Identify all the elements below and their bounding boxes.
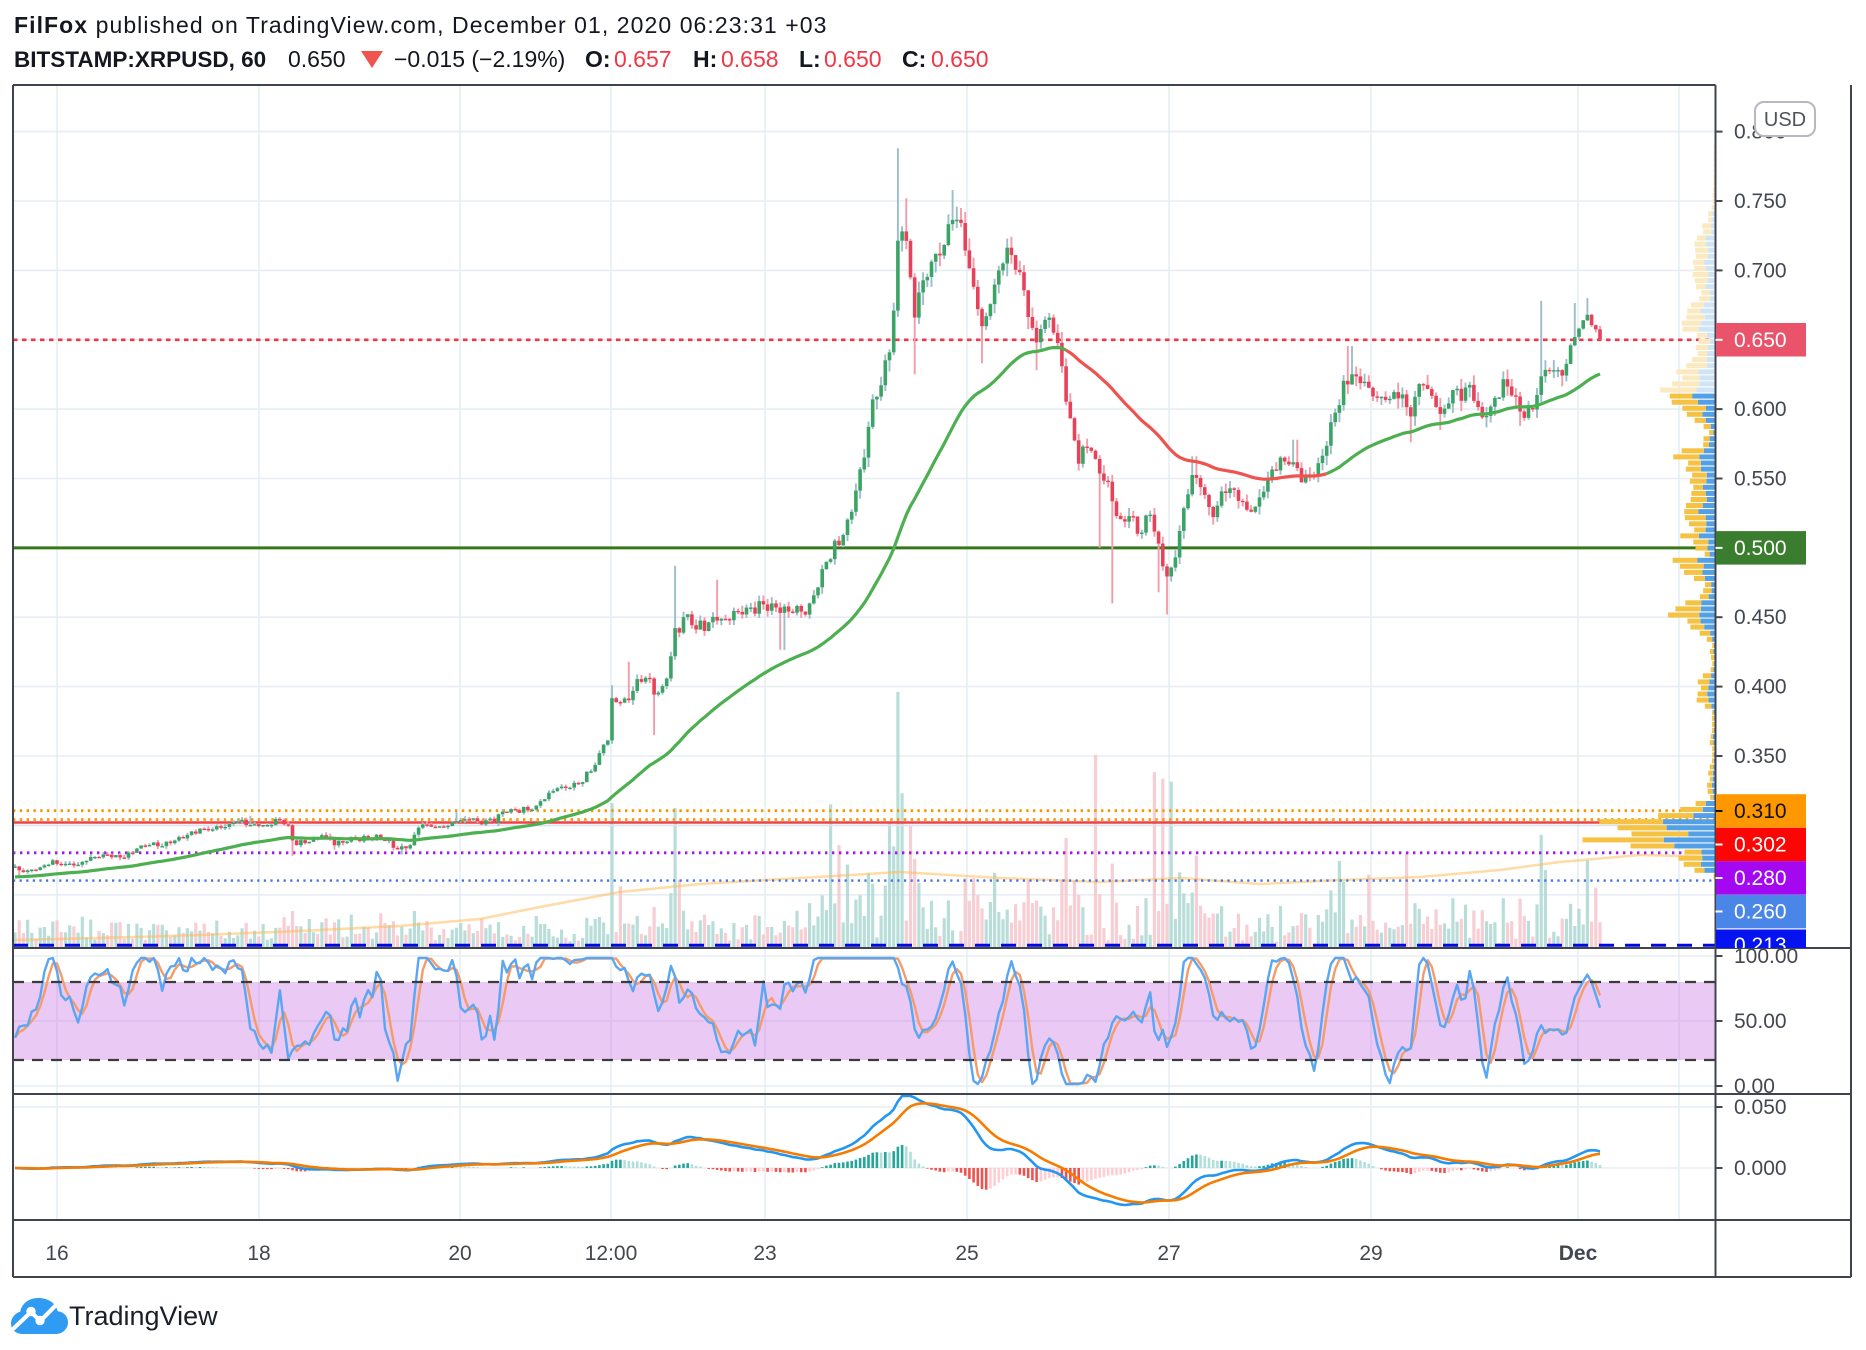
svg-text:0.450: 0.450 [1734,606,1787,629]
svg-text:C:: C: [902,46,926,72]
svg-text:27: 27 [1157,1242,1180,1265]
svg-text:FilFox published on TradingVie: FilFox published on TradingView.com, Dec… [14,12,827,38]
svg-text:TradingView: TradingView [69,1301,218,1331]
svg-text:0.650: 0.650 [288,46,346,72]
svg-text:16: 16 [45,1242,68,1265]
svg-text:12:00: 12:00 [585,1242,638,1265]
svg-text:−0.015 (−2.19%): −0.015 (−2.19%) [394,46,565,72]
svg-text:0.600: 0.600 [1734,398,1787,421]
svg-text:O:: O: [585,46,611,72]
svg-text:0.400: 0.400 [1734,676,1787,699]
svg-text:0.657: 0.657 [614,46,672,72]
svg-text:18: 18 [247,1242,270,1265]
svg-text:0.260: 0.260 [1734,901,1787,924]
svg-text:0.213: 0.213 [1734,934,1787,957]
svg-text:0.000: 0.000 [1734,1157,1787,1180]
svg-text:0.700: 0.700 [1734,259,1787,282]
svg-text:0.500: 0.500 [1734,537,1787,560]
svg-text:0.050: 0.050 [1734,1096,1787,1119]
svg-text:0.650: 0.650 [1734,329,1787,352]
svg-text:25: 25 [955,1242,978,1265]
svg-text:0.350: 0.350 [1734,745,1787,768]
svg-text:0.650: 0.650 [931,46,989,72]
svg-text:0.280: 0.280 [1734,867,1787,890]
svg-text:L:: L: [799,46,821,72]
svg-text:0.302: 0.302 [1734,834,1787,857]
svg-text:0.550: 0.550 [1734,468,1787,491]
svg-text:H:: H: [693,46,717,72]
svg-text:BITSTAMP:XRPUSD, 60: BITSTAMP:XRPUSD, 60 [14,47,266,72]
svg-text:USD: USD [1764,109,1806,131]
svg-text:Dec: Dec [1559,1242,1598,1265]
svg-text:0.00: 0.00 [1734,1075,1775,1098]
svg-text:20: 20 [448,1242,471,1265]
svg-text:29: 29 [1359,1242,1382,1265]
svg-text:0.750: 0.750 [1734,190,1787,213]
svg-text:0.650: 0.650 [824,46,882,72]
svg-text:0.658: 0.658 [721,46,779,72]
svg-text:100.00: 100.00 [1734,945,1798,968]
svg-text:23: 23 [753,1242,776,1265]
svg-text:50.00: 50.00 [1734,1010,1787,1033]
svg-text:0.310: 0.310 [1734,800,1787,823]
